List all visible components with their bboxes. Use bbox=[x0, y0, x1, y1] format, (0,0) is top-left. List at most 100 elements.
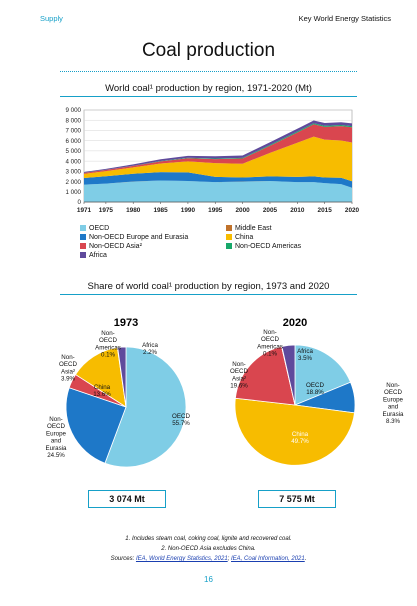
pie-label-1973-oecd: OECD 55.7% bbox=[172, 413, 190, 427]
area-chart-title: World coal¹ production by region, 1971-2… bbox=[105, 83, 312, 94]
pie-label-line: Asia² bbox=[61, 368, 75, 375]
pie-slice-oecd bbox=[294, 344, 352, 406]
pie-label-2020-africa: Africa 3.5% bbox=[297, 348, 313, 362]
pie-label-line: OECD bbox=[306, 382, 324, 389]
pie-label-line: Europe bbox=[383, 396, 404, 403]
legend-label: Non-OECD Americas bbox=[235, 243, 302, 250]
y-tick-label: 3 000 bbox=[66, 169, 82, 176]
pie-slice-oecd bbox=[104, 346, 187, 468]
pie-label-line: Non- bbox=[61, 354, 74, 361]
pie-slice-china bbox=[234, 397, 355, 466]
legend-swatch bbox=[226, 243, 232, 249]
pie-label-line: OECD bbox=[59, 361, 77, 368]
pie-label-line: Non- bbox=[386, 382, 399, 389]
total-1973-box: 3 074 Mt bbox=[88, 490, 166, 508]
pie-charts-title-rule bbox=[60, 294, 357, 295]
legend-swatch bbox=[80, 225, 86, 231]
x-tick-label: 2015 bbox=[318, 207, 333, 214]
legend-item-oecd: OECD bbox=[80, 225, 109, 232]
pie-label-line: Asia² bbox=[232, 375, 246, 382]
pie-slice-africa bbox=[281, 344, 296, 406]
sources-separator: ; bbox=[227, 556, 232, 562]
pie-slice-africa bbox=[117, 346, 127, 408]
sources-label: Sources: bbox=[110, 556, 136, 562]
legend-label: Non-OECD Europe and Eurasia bbox=[89, 234, 189, 241]
pie-label-2020-china: China 49.7% bbox=[291, 431, 309, 445]
pie-label-line: Africa bbox=[142, 342, 158, 349]
pie-label-line: 24.5% bbox=[47, 452, 65, 459]
pie-label-line: China bbox=[292, 431, 309, 438]
pie-label-line: OECD bbox=[230, 368, 248, 375]
total-2020: 7 575 Mt bbox=[279, 494, 315, 504]
legend-label: OECD bbox=[89, 225, 110, 232]
pie-label-2020-oecd: OECD 18.8% bbox=[306, 382, 324, 396]
x-tick-label: 2010 bbox=[290, 207, 305, 214]
pie-label-line: Eurasia bbox=[46, 445, 68, 452]
pie-label-1973-africa: Africa 2.2% bbox=[142, 342, 158, 356]
pie-label-line: Americas bbox=[95, 344, 121, 351]
pie-label-line: 3.9% bbox=[61, 376, 76, 383]
x-tick-label: 1985 bbox=[153, 207, 168, 214]
pie-label-line: 2.2% bbox=[143, 349, 158, 356]
x-tick-label: 1975 bbox=[99, 207, 114, 214]
footnote-2: 2. Non-OECD Asia excludes China. bbox=[161, 546, 256, 552]
pie-charts: 1973 2020 OECD 55.7%Non-OECD Europe and Eura… bbox=[46, 317, 405, 468]
legend-label: Africa bbox=[89, 252, 107, 259]
pie-charts-title: Share of world coal¹ production by regio… bbox=[87, 281, 330, 292]
pie-label-line: 0.1% bbox=[101, 352, 116, 359]
pie-label-line: 8.3% bbox=[386, 418, 401, 425]
pie-label-line: 19.6% bbox=[230, 383, 248, 390]
pie-1973-year: 1973 bbox=[114, 317, 138, 329]
y-tick-label: 9 000 bbox=[66, 107, 82, 114]
source-link-world-energy-statistics[interactable]: IEA, World Energy Statistics, 2021 bbox=[135, 556, 228, 562]
pie-label-line: OECD bbox=[172, 413, 190, 420]
pie-label-line: Non- bbox=[263, 329, 276, 336]
pie-slice-non-oecd-europe-and-eurasia bbox=[65, 387, 127, 464]
area-chart-title-rule bbox=[60, 96, 357, 97]
sources-end: . bbox=[304, 556, 307, 562]
pie-label-line: and bbox=[51, 438, 62, 445]
pie-label-1973-americas: Non-OECD Americas 0.1% bbox=[95, 330, 121, 359]
pie-label-line: and bbox=[388, 404, 399, 411]
pie-label-line: Americas bbox=[257, 343, 283, 350]
pie-label-2020-americas: Non-OECD Americas 0.1% bbox=[257, 329, 283, 358]
area-series-oecd bbox=[84, 180, 352, 202]
publication-title: Key World Energy Statistics bbox=[298, 14, 391, 23]
x-tick-label: 1990 bbox=[181, 207, 196, 214]
legend-item-africa: Africa bbox=[80, 252, 107, 259]
area-series-non-oecd-europe-and-eurasia bbox=[84, 172, 352, 188]
pie-label-line: OECD bbox=[47, 423, 65, 430]
legend-item-non-oecd-asia: Non-OECD Asia² bbox=[80, 243, 142, 250]
pie-label-line: 13.6% bbox=[93, 391, 111, 398]
pie-label-line: Africa bbox=[297, 348, 313, 355]
legend-label: China bbox=[235, 234, 254, 241]
legend-swatch bbox=[226, 225, 232, 231]
y-tick-label: 2 000 bbox=[66, 179, 82, 186]
pie-label-2020-asia: Non-OECD Asia² 19.6% bbox=[230, 361, 248, 390]
pie-label-2020-europe: Non-OECD Europe and Eurasia 8.3% bbox=[383, 382, 405, 425]
source-link-coal-information[interactable]: IEA, Coal Information, 2021 bbox=[231, 556, 305, 562]
legend-swatch bbox=[226, 234, 232, 240]
title-divider bbox=[60, 71, 357, 72]
page-number: 16 bbox=[204, 575, 213, 584]
legend-label: Middle East bbox=[235, 225, 272, 232]
pie-label-line: Non- bbox=[101, 330, 114, 337]
pie-label-line: Europe bbox=[46, 430, 67, 437]
x-tick-label: 1980 bbox=[126, 207, 141, 214]
legend-swatch bbox=[80, 243, 86, 249]
area-series-china bbox=[84, 136, 352, 182]
y-tick-label: 5 000 bbox=[66, 148, 82, 155]
sources-line: Sources: IEA, World Energy Statistics, 2… bbox=[0, 556, 417, 562]
area-chart: 0 1 000 2 000 3 000 4 000 5 000 6 000 7 000 8 00… bbox=[66, 107, 360, 214]
pie-label-line: 0.1% bbox=[263, 351, 278, 358]
pie-label-line: OECD bbox=[384, 389, 402, 396]
y-tick-label: 1 000 bbox=[66, 189, 82, 196]
pie-label-1973-europe: Non-OECD Europe and Eurasia 24.5% bbox=[46, 416, 68, 459]
legend-item-middle-east: Middle East bbox=[226, 225, 272, 232]
total-2020-box: 7 575 Mt bbox=[258, 490, 336, 508]
legend-label: Non-OECD Asia² bbox=[89, 243, 142, 250]
y-tick-label: 6 000 bbox=[66, 138, 82, 145]
pie-label-line: Eurasia bbox=[383, 411, 405, 418]
pie-label-line: 49.7% bbox=[291, 438, 309, 445]
footnote-1: 1. Includes steam coal, coking coal, lig… bbox=[125, 536, 292, 542]
